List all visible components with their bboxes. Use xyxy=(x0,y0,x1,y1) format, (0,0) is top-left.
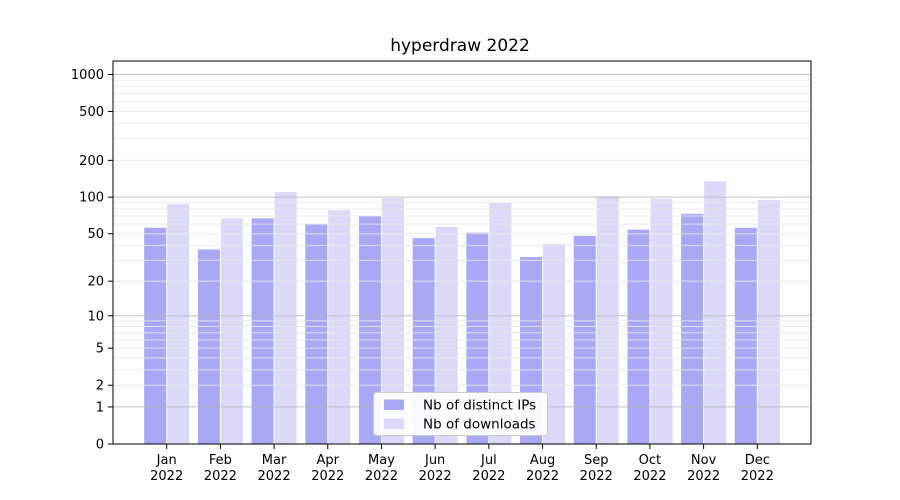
bar-downloads xyxy=(543,244,566,444)
legend-swatch-downloads xyxy=(384,418,404,429)
y-tick-label: 5 xyxy=(96,342,104,357)
y-tick-label: 20 xyxy=(87,275,104,290)
x-tick-label-month: Dec xyxy=(745,453,770,468)
legend-label-distinct-ips: Nb of distinct IPs xyxy=(423,398,536,414)
x-tick-label-month: Oct xyxy=(639,453,661,468)
y-tick-label: 50 xyxy=(87,227,104,242)
bar-distinct-ips xyxy=(681,213,704,444)
y-tick-label: 10 xyxy=(87,309,104,324)
legend-box xyxy=(373,392,548,436)
bar-distinct-ips xyxy=(358,216,381,444)
bar-distinct-ips xyxy=(144,227,167,444)
x-tick-label-month: May xyxy=(368,453,395,468)
y-tick-label: 1000 xyxy=(71,68,104,83)
x-tick-label-month: Feb xyxy=(209,453,232,468)
x-tick-label-year: 2022 xyxy=(472,469,505,484)
bar-distinct-ips xyxy=(305,224,328,444)
y-tick-label: 500 xyxy=(79,105,104,120)
x-tick-label-year: 2022 xyxy=(580,469,613,484)
bar-downloads xyxy=(757,199,780,444)
x-tick-label-year: 2022 xyxy=(365,469,398,484)
x-tick-label-month: Aug xyxy=(530,453,555,468)
x-tick-label-year: 2022 xyxy=(311,469,344,484)
bar-downloads xyxy=(596,196,619,444)
bar-distinct-ips xyxy=(734,227,757,444)
x-tick-label-year: 2022 xyxy=(687,469,720,484)
x-tick-label-year: 2022 xyxy=(150,469,183,484)
x-tick-label-year: 2022 xyxy=(258,469,291,484)
x-tick-label-year: 2022 xyxy=(633,469,666,484)
y-tick-label: 200 xyxy=(79,154,104,169)
x-tick-label-month: Apr xyxy=(317,453,340,468)
bar-downloads xyxy=(220,218,243,444)
bar-distinct-ips xyxy=(197,249,220,444)
bar-distinct-ips xyxy=(627,229,650,444)
plot-area: 10005002001005020105210Jan2022Feb2022Mar… xyxy=(71,60,812,484)
y-tick-label: 100 xyxy=(79,191,104,206)
x-tick-label-year: 2022 xyxy=(419,469,452,484)
x-tick-label-year: 2022 xyxy=(526,469,559,484)
y-tick-label: 1 xyxy=(96,400,104,415)
x-tick-label-month: Jan xyxy=(156,453,177,468)
bar-downloads xyxy=(167,203,190,444)
y-tick-label: 2 xyxy=(96,379,104,394)
x-tick-label-month: Nov xyxy=(691,453,717,468)
x-tick-label-month: Jul xyxy=(480,453,497,468)
bar-downloads xyxy=(489,202,512,444)
x-tick-label-year: 2022 xyxy=(204,469,237,484)
legend: Nb of distinct IPs Nb of downloads xyxy=(373,392,548,436)
y-tick-label: 0 xyxy=(96,438,104,453)
bar-distinct-ips xyxy=(251,218,274,444)
x-tick-label-month: Jun xyxy=(424,453,445,468)
legend-swatch-distinct-ips xyxy=(384,399,404,410)
chart-title: hyperdraw 2022 xyxy=(390,36,530,56)
x-tick-label-year: 2022 xyxy=(741,469,774,484)
x-tick-label-month: Sep xyxy=(584,453,609,468)
bar-distinct-ips xyxy=(466,232,489,444)
plot-frame xyxy=(112,60,812,445)
bar-downloads xyxy=(704,181,727,444)
x-tick-label-month: Mar xyxy=(262,453,287,468)
bar-downloads xyxy=(274,192,297,444)
legend-label-downloads: Nb of downloads xyxy=(423,417,536,433)
